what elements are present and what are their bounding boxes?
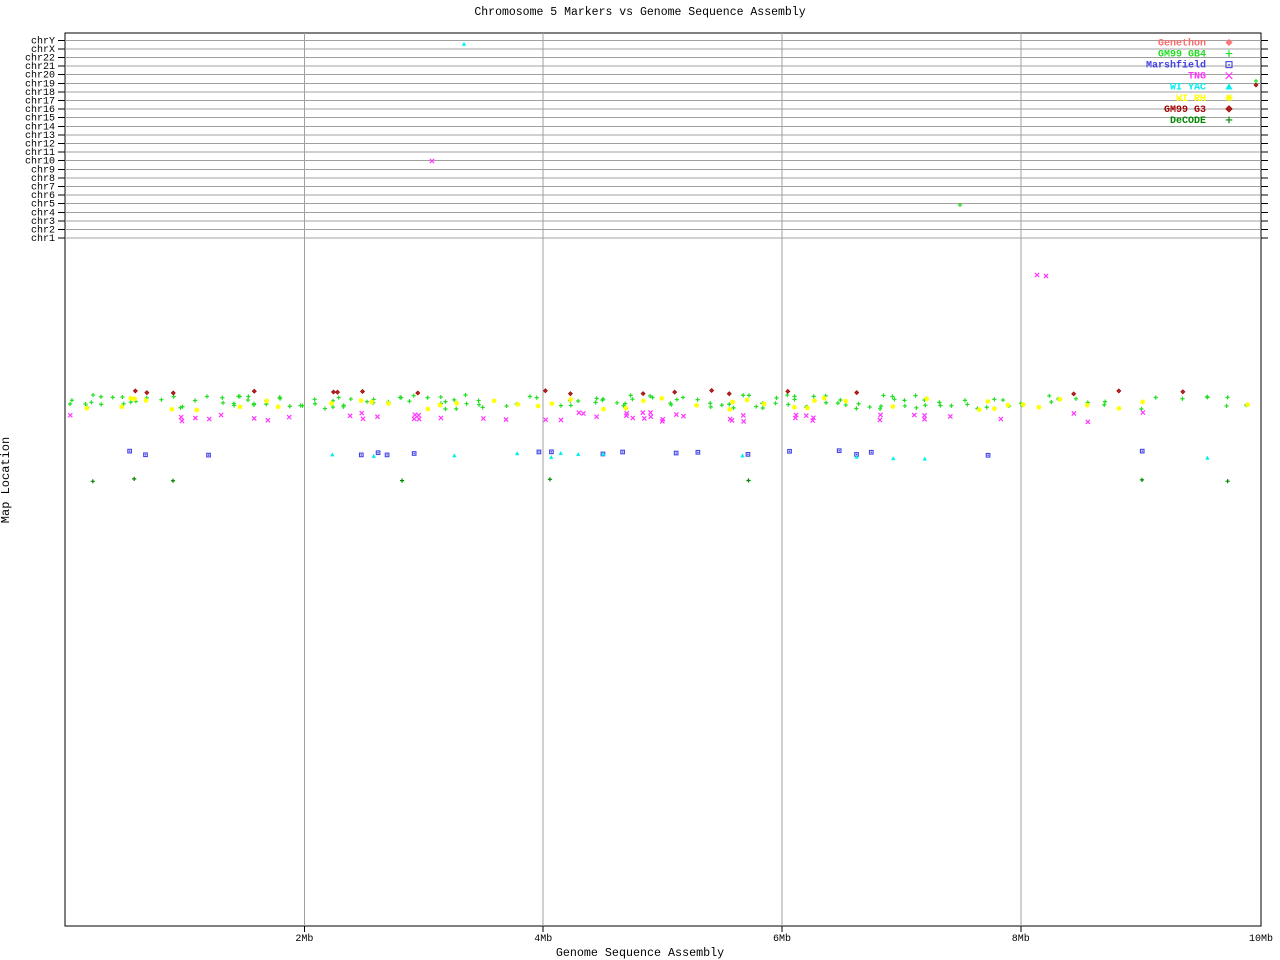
svg-text:GM99 G3: GM99 G3 bbox=[1164, 105, 1206, 116]
svg-text:6Mb: 6Mb bbox=[773, 933, 791, 945]
svg-text:Genethon: Genethon bbox=[1158, 38, 1206, 50]
svg-text:2Mb: 2Mb bbox=[295, 933, 313, 945]
svg-text:WI RH: WI RH bbox=[1176, 94, 1206, 105]
svg-text:TNG: TNG bbox=[1188, 72, 1206, 83]
svg-text:GM99 GB4: GM99 GB4 bbox=[1158, 50, 1206, 61]
svg-text:Marshfield: Marshfield bbox=[1146, 60, 1206, 72]
svg-text:DeCODE: DeCODE bbox=[1170, 116, 1206, 127]
svg-text:WI YAC: WI YAC bbox=[1170, 83, 1206, 94]
svg-text:4Mb: 4Mb bbox=[534, 933, 552, 945]
svg-text:chr1: chr1 bbox=[31, 233, 55, 245]
svg-text:10Mb: 10Mb bbox=[1249, 933, 1273, 945]
svg-text:8Mb: 8Mb bbox=[1012, 933, 1030, 945]
